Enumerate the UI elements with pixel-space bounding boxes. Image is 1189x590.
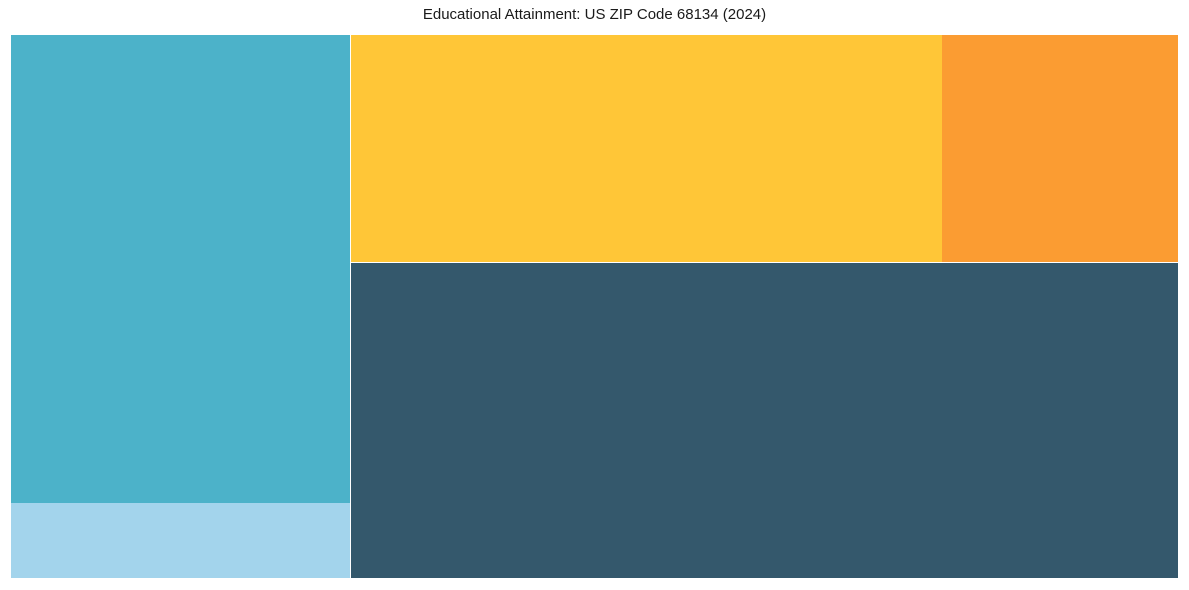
treemap-tile[interactable]: Graduate or Professional Degree (942, 35, 1178, 262)
treemap-tile-label: Graduate or Professional Degree (942, 35, 1178, 63)
treemap-tile[interactable]: Some College or Associate Degree (351, 263, 1178, 578)
treemap-tile-label: Some College or Associate Degree (351, 263, 1178, 291)
treemap-plot-area: Some College or Associate Degree High Sch… (11, 35, 1178, 578)
treemap-tile-label: Less than High School (11, 503, 350, 531)
chart-title: Educational Attainment: US ZIP Code 6813… (422, 6, 767, 23)
treemap-tile[interactable]: High School Graduate (11, 35, 350, 503)
treemap-tile-label: High School Graduate (11, 35, 350, 63)
treemap-tile-label: Bachelor's Degree (351, 35, 942, 63)
treemap-tile[interactable]: Less than High School (11, 503, 350, 578)
treemap-tile[interactable]: Bachelor's Degree (351, 35, 942, 262)
